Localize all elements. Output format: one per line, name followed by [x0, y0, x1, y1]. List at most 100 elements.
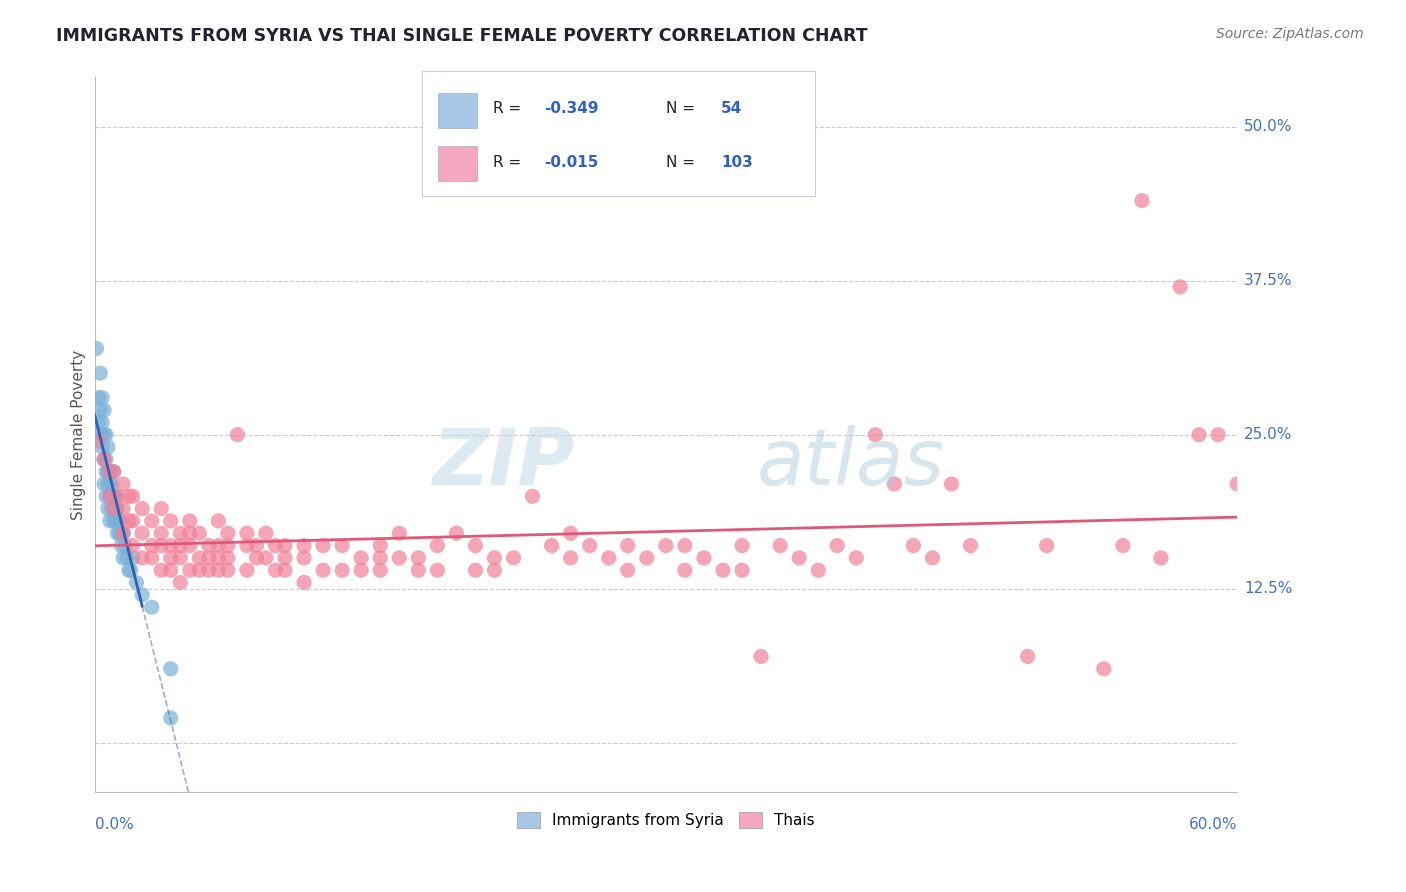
- Point: [254, 550, 277, 565]
- Point: [540, 539, 562, 553]
- Point: [103, 465, 125, 479]
- Point: [207, 514, 229, 528]
- Point: [236, 539, 259, 553]
- Text: atlas: atlas: [758, 425, 945, 501]
- Point: [100, 489, 122, 503]
- Point: [312, 563, 335, 577]
- Point: [107, 501, 129, 516]
- Point: [97, 501, 120, 516]
- Point: [107, 514, 129, 528]
- Text: Source: ZipAtlas.com: Source: ZipAtlas.com: [1216, 27, 1364, 41]
- Point: [207, 550, 229, 565]
- Point: [159, 662, 181, 676]
- Point: [368, 539, 391, 553]
- Point: [98, 465, 121, 479]
- Point: [484, 563, 506, 577]
- Point: [254, 526, 277, 541]
- Point: [112, 526, 135, 541]
- Point: [883, 477, 905, 491]
- Point: [673, 563, 696, 577]
- Point: [217, 563, 239, 577]
- Point: [673, 539, 696, 553]
- Point: [150, 539, 173, 553]
- Point: [350, 550, 373, 565]
- Point: [731, 563, 754, 577]
- Point: [131, 588, 153, 602]
- Point: [464, 539, 486, 553]
- Point: [350, 563, 373, 577]
- Point: [104, 514, 127, 528]
- Point: [560, 550, 582, 565]
- Point: [188, 563, 211, 577]
- Point: [104, 501, 127, 516]
- Point: [100, 501, 122, 516]
- Point: [1017, 649, 1039, 664]
- Text: R =: R =: [492, 102, 520, 116]
- Point: [150, 526, 173, 541]
- Point: [169, 526, 191, 541]
- Point: [103, 465, 125, 479]
- Point: [636, 550, 658, 565]
- Point: [93, 403, 115, 417]
- Point: [274, 563, 297, 577]
- Point: [115, 550, 138, 565]
- Text: 0.0%: 0.0%: [94, 817, 134, 832]
- Point: [118, 489, 141, 503]
- Point: [1150, 550, 1173, 565]
- Text: N =: N =: [666, 102, 695, 116]
- Point: [179, 539, 201, 553]
- Legend: Immigrants from Syria, Thais: Immigrants from Syria, Thais: [510, 806, 821, 834]
- Point: [408, 550, 430, 565]
- Text: -0.015: -0.015: [544, 155, 598, 170]
- Point: [560, 526, 582, 541]
- Point: [131, 501, 153, 516]
- Point: [159, 514, 181, 528]
- Point: [845, 550, 868, 565]
- Point: [207, 563, 229, 577]
- Point: [787, 550, 810, 565]
- Text: 54: 54: [721, 102, 742, 116]
- Point: [1168, 280, 1191, 294]
- FancyBboxPatch shape: [437, 146, 477, 181]
- Point: [89, 427, 111, 442]
- Text: ZIP: ZIP: [432, 425, 575, 501]
- Point: [188, 550, 211, 565]
- Point: [98, 489, 121, 503]
- Point: [825, 539, 848, 553]
- Point: [578, 539, 600, 553]
- Point: [1112, 539, 1135, 553]
- Point: [865, 427, 887, 442]
- Point: [312, 539, 335, 553]
- Point: [107, 489, 129, 503]
- Point: [292, 539, 315, 553]
- Point: [91, 440, 114, 454]
- Point: [1188, 427, 1211, 442]
- Point: [921, 550, 943, 565]
- Point: [94, 465, 117, 479]
- Point: [188, 526, 211, 541]
- Point: [121, 550, 143, 565]
- Point: [110, 526, 132, 541]
- Text: R =: R =: [492, 155, 520, 170]
- Point: [217, 539, 239, 553]
- Point: [426, 539, 449, 553]
- Point: [97, 465, 120, 479]
- Point: [807, 563, 830, 577]
- Point: [112, 501, 135, 516]
- Point: [903, 539, 925, 553]
- Point: [330, 539, 353, 553]
- Point: [769, 539, 792, 553]
- Point: [245, 550, 267, 565]
- Point: [484, 550, 506, 565]
- Text: 60.0%: 60.0%: [1188, 817, 1237, 832]
- Point: [112, 477, 135, 491]
- Point: [103, 501, 125, 516]
- Point: [141, 550, 163, 565]
- Point: [108, 514, 131, 528]
- Point: [94, 489, 117, 503]
- Point: [87, 434, 110, 448]
- Point: [110, 539, 132, 553]
- Point: [118, 563, 141, 577]
- Point: [103, 514, 125, 528]
- Point: [198, 563, 221, 577]
